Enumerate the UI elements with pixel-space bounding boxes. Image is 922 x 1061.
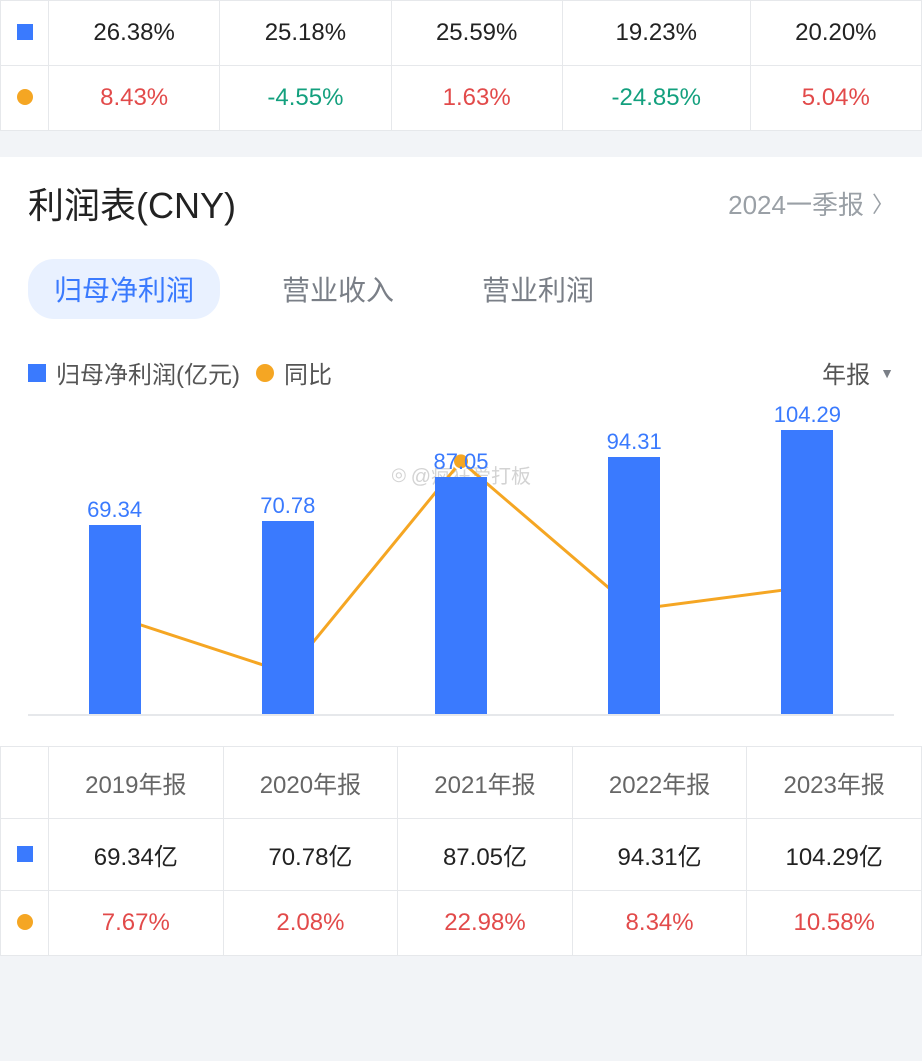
- report-link[interactable]: 2024一季报 〉: [728, 185, 894, 222]
- table-header-row: 2019年报 2020年报 2021年报 2022年报 2023年报: [1, 747, 922, 819]
- section-title: 利润表(CNY): [28, 177, 236, 229]
- income-statement-card: 利润表(CNY) 2024一季报 〉 归母净利润 营业收入 营业利润 归母净利润…: [0, 157, 922, 956]
- circle-icon: [17, 914, 33, 930]
- legend-series1: 归母净利润(亿元): [56, 355, 240, 390]
- top-table-card: 26.38% 25.18% 25.59% 19.23% 20.20% 8.43%…: [0, 0, 922, 131]
- chevron-right-icon: 〉: [872, 187, 894, 219]
- cell: 8.43%: [49, 66, 220, 131]
- square-icon: [17, 846, 33, 862]
- cell: 7.67%: [49, 891, 224, 956]
- col-header: 2019年报: [49, 747, 224, 819]
- cell: 8.34%: [572, 891, 747, 956]
- bar-slot: 69.34: [28, 525, 201, 714]
- report-select-label: 年报: [822, 355, 870, 390]
- cell: 1.63%: [391, 66, 562, 131]
- bar: [262, 521, 314, 714]
- report-link-label: 2024一季报: [728, 185, 864, 222]
- col-header: 2022年报: [572, 747, 747, 819]
- chevron-down-icon: ▼: [880, 365, 894, 381]
- cell: 94.31亿: [572, 819, 747, 891]
- row-marker: [1, 891, 49, 956]
- top-data-table: 26.38% 25.18% 25.59% 19.23% 20.20% 8.43%…: [0, 0, 922, 131]
- cell: 87.05亿: [398, 819, 573, 891]
- circle-icon: [256, 364, 274, 382]
- bar-slot: 87.05: [374, 477, 547, 714]
- cell: 10.58%: [747, 891, 922, 956]
- circle-icon: [17, 89, 33, 105]
- empty-header: [1, 747, 49, 819]
- metric-tabs: 归母净利润 营业收入 营业利润: [0, 229, 922, 331]
- bar: [781, 430, 833, 714]
- report-type-select[interactable]: 年报 ▼: [822, 355, 894, 390]
- col-header: 2023年报: [747, 747, 922, 819]
- chart-area: ◎ @疯狂爱打板 69.3470.7887.0594.31104.29: [28, 416, 894, 716]
- table-row: 8.43% -4.55% 1.63% -24.85% 5.04%: [1, 66, 922, 131]
- cell: 19.23%: [562, 1, 750, 66]
- legend-row: 归母净利润(亿元) 同比 年报 ▼: [0, 331, 922, 398]
- cell: 2.08%: [223, 891, 398, 956]
- section-gap: [0, 131, 922, 157]
- bottom-data-table: 2019年报 2020年报 2021年报 2022年报 2023年报 69.34…: [0, 746, 922, 956]
- bar-value-label: 94.31: [548, 429, 721, 455]
- table-row: 26.38% 25.18% 25.59% 19.23% 20.20%: [1, 1, 922, 66]
- row-marker: [1, 1, 49, 66]
- bar-value-label: 70.78: [201, 493, 374, 519]
- bar-slot: 70.78: [201, 521, 374, 714]
- square-icon: [28, 364, 46, 382]
- section-header: 利润表(CNY) 2024一季报 〉: [0, 157, 922, 229]
- cell: 104.29亿: [747, 819, 922, 891]
- tab-revenue[interactable]: 营业收入: [256, 259, 420, 319]
- col-header: 2021年报: [398, 747, 573, 819]
- cell: 25.59%: [391, 1, 562, 66]
- chart-container: ◎ @疯狂爱打板 69.3470.7887.0594.31104.29: [0, 398, 922, 716]
- bar: [435, 477, 487, 714]
- cell: -24.85%: [562, 66, 750, 131]
- legend-series2: 同比: [284, 355, 332, 390]
- row-marker: [1, 819, 49, 891]
- cell: -4.55%: [220, 66, 391, 131]
- cell: 70.78亿: [223, 819, 398, 891]
- bar: [89, 525, 141, 714]
- bar-value-label: 69.34: [28, 497, 201, 523]
- cell: 20.20%: [750, 1, 921, 66]
- col-header: 2020年报: [223, 747, 398, 819]
- tab-net-profit[interactable]: 归母净利润: [28, 259, 220, 319]
- bar-value-label: 104.29: [721, 402, 894, 428]
- cell: 25.18%: [220, 1, 391, 66]
- cell: 22.98%: [398, 891, 573, 956]
- bar-slot: 94.31: [548, 457, 721, 714]
- bar: [608, 457, 660, 714]
- row-marker: [1, 66, 49, 131]
- cell: 5.04%: [750, 66, 921, 131]
- table-row: 7.67% 2.08% 22.98% 8.34% 10.58%: [1, 891, 922, 956]
- tab-operating-profit[interactable]: 营业利润: [456, 259, 620, 319]
- cell: 26.38%: [49, 1, 220, 66]
- cell: 69.34亿: [49, 819, 224, 891]
- bar-value-label: 87.05: [374, 449, 547, 475]
- table-row: 69.34亿 70.78亿 87.05亿 94.31亿 104.29亿: [1, 819, 922, 891]
- square-icon: [17, 24, 33, 40]
- bar-slot: 104.29: [721, 430, 894, 714]
- chart-legend: 归母净利润(亿元) 同比: [28, 355, 332, 390]
